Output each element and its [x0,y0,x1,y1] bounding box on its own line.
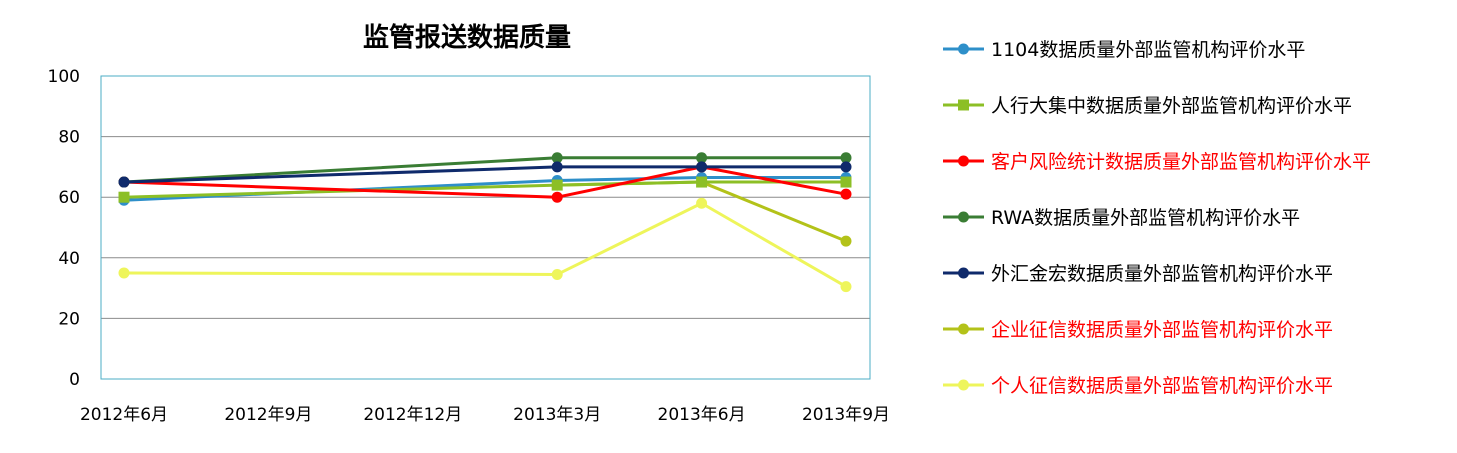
legend-label: 企业征信数据质量外部监管机构评价水平 [991,319,1333,341]
data-point [840,152,852,164]
y-tick-label: 100 [48,67,80,87]
data-point [696,197,708,209]
data-point [840,281,852,293]
data-point [840,161,852,173]
x-tick-label: 2013年3月 [513,405,601,425]
data-point [118,176,130,188]
data-point [696,176,708,188]
y-tick-label: 0 [69,370,80,390]
series-line [123,156,846,184]
data-point [118,191,130,203]
x-tick-label: 2012年6月 [80,405,168,425]
legend-label: 人行大集中数据质量外部监管机构评价水平 [991,95,1352,117]
data-point [551,191,563,203]
y-tick-label: 40 [58,249,80,269]
legend-label: RWA数据质量外部监管机构评价水平 [991,207,1300,229]
legend-marker [958,323,969,335]
legend-marker [958,211,969,223]
data-point [840,188,852,200]
legend-marker [958,99,969,111]
series-line [123,165,846,184]
y-tick-label: 60 [58,188,80,208]
legend-label: 客户风险统计数据质量外部监管机构评价水平 [991,151,1371,173]
legend-label: 外汇金宏数据质量外部监管机构评价水平 [991,263,1333,285]
data-point [840,176,852,188]
series-line [123,201,847,288]
data-point [551,152,563,164]
data-point [696,161,708,173]
series-line [123,165,847,199]
data-point [840,235,852,247]
chart-title: 监管报送数据质量 [363,22,571,53]
legend-marker [958,43,969,55]
y-tick-label: 80 [58,128,80,148]
plot-area-border [100,75,871,380]
legend-marker [958,379,969,391]
legend-label: 个人征信数据质量外部监管机构评价水平 [991,375,1333,397]
data-point [551,161,563,173]
data-point [696,152,708,164]
legend-marker [958,267,969,279]
series-line [557,180,847,243]
data-point [118,267,130,279]
legend-label: 1104数据质量外部监管机构评价水平 [991,39,1305,61]
x-tick-label: 2013年9月 [802,405,890,425]
data-point [551,179,563,191]
data-point [551,268,563,280]
y-tick-label: 20 [58,309,80,329]
x-tick-label: 2013年6月 [658,405,746,425]
x-tick-label: 2012年9月 [224,405,312,425]
x-tick-label: 2012年12月 [363,405,462,425]
legend-marker [958,155,969,167]
